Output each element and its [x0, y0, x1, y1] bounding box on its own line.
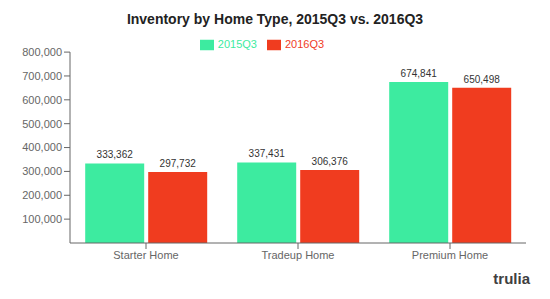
svg-text:700,000: 700,000 [22, 70, 62, 82]
svg-text:650,498: 650,498 [464, 74, 501, 85]
html-text:trulia: trulia [493, 270, 530, 287]
html-text:2016Q3: 2016Q3 [285, 38, 325, 50]
svg-text:100,000: 100,000 [22, 213, 62, 225]
svg-text:400,000: 400,000 [22, 141, 62, 153]
svg-text:337,431: 337,431 [249, 148, 286, 159]
html-text:2015Q3: 2015Q3 [217, 38, 257, 50]
svg-text:674,841: 674,841 [401, 68, 438, 79]
svg-text:800,000: 800,000 [22, 46, 62, 58]
svg-text:Premium Home: Premium Home [412, 249, 488, 261]
html-text:Inventory by Home Type, 2015Q3: Inventory by Home Type, 2015Q3 vs. 2016Q… [126, 11, 424, 27]
svg-text:Starter Home: Starter Home [113, 249, 178, 261]
svg-text:600,000: 600,000 [22, 94, 62, 106]
svg-text:300,000: 300,000 [22, 165, 62, 177]
svg-text:333,362: 333,362 [97, 149, 134, 160]
svg-text:Tradeup Home: Tradeup Home [262, 249, 335, 261]
svg-text:500,000: 500,000 [22, 118, 62, 130]
svg-text:200,000: 200,000 [22, 189, 62, 201]
svg-text:306,376: 306,376 [312, 156, 349, 167]
svg-text:297,732: 297,732 [160, 158, 197, 169]
